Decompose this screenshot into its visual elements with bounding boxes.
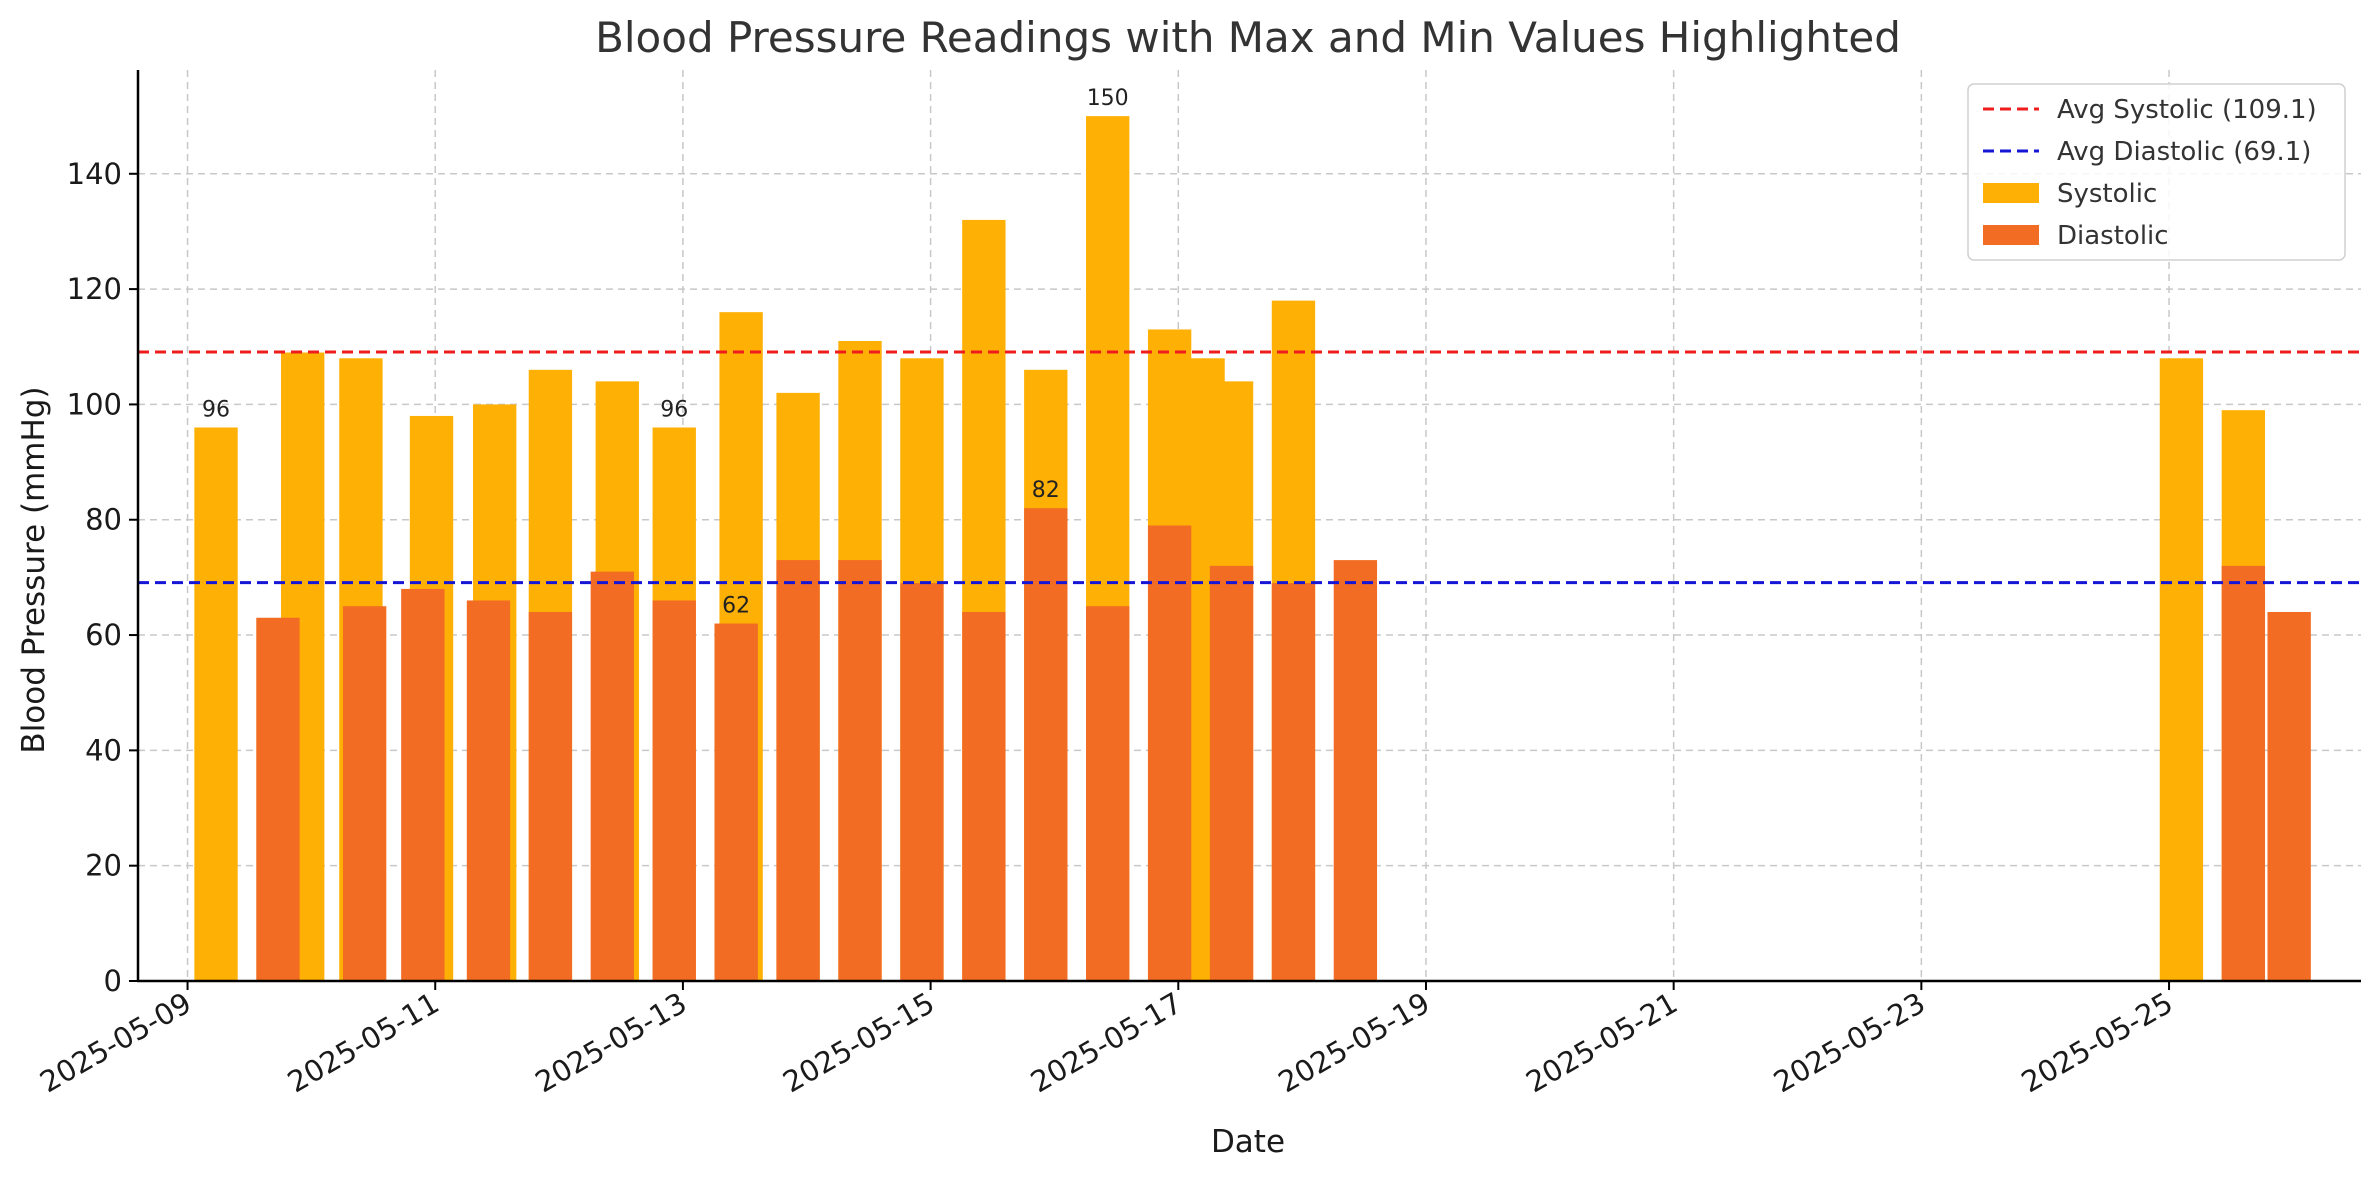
x-tick-label: 2025-05-13: [529, 986, 692, 1100]
y-tick-label: 100: [67, 387, 122, 421]
diastolic-bar: [1271, 583, 1316, 981]
y-tick-label: 0: [104, 964, 122, 998]
y-axis-title: Blood Pressure (mmHg): [16, 386, 52, 753]
diastolic-bar: [962, 611, 1006, 981]
diastolic-bar: [256, 617, 300, 981]
x-axis-title: Date: [1211, 1124, 1285, 1160]
value-annotations: 96 96 150 62 82: [202, 86, 1129, 618]
bar-value-label: 96: [660, 397, 688, 422]
diastolic-bar: [528, 611, 573, 981]
y-tick-label: 40: [85, 733, 122, 767]
x-tick-label: 2025-05-25: [2016, 986, 2179, 1100]
y-tick-label: 120: [67, 272, 122, 306]
bar-value-label: 150: [1087, 86, 1129, 111]
bar-value-label: 96: [202, 397, 230, 422]
x-tick-label: 2025-05-19: [1273, 986, 1436, 1100]
x-tick-label: 2025-05-15: [777, 986, 940, 1100]
diastolic-bars: [256, 508, 2311, 981]
legend-systolic-swatch: [1983, 183, 2039, 203]
x-tick-label: 2025-05-21: [1520, 986, 1683, 1100]
diastolic-bar: [776, 560, 820, 981]
diastolic-bar: [1086, 606, 1130, 981]
x-tick-label: 2025-05-09: [34, 986, 197, 1100]
x-tick-label: 2025-05-17: [1025, 986, 1188, 1100]
systolic-bar: [194, 427, 238, 981]
diastolic-bar: [900, 583, 944, 981]
legend: Avg Systolic (109.1) Avg Diastolic (69.1)…: [1967, 83, 2346, 261]
x-tick-label: 2025-05-11: [282, 986, 445, 1100]
legend-diastolic-label: Diastolic: [2057, 221, 2169, 251]
legend-avg-diastolic-label: Avg Diastolic (69.1): [2057, 137, 2311, 167]
diastolic-bar: [1024, 508, 1068, 981]
diastolic-bar: [838, 560, 882, 981]
y-tick-label: 140: [67, 157, 122, 191]
diastolic-bar: [2221, 565, 2266, 981]
diastolic-bar: [466, 600, 511, 981]
bar-value-label: 62: [722, 594, 750, 619]
diastolic-bar: [401, 588, 445, 981]
diastolic-bar: [342, 606, 387, 981]
diastolic-bar: [652, 600, 696, 981]
systolic-bar: [2159, 358, 2204, 981]
diastolic-bar: [1333, 560, 1378, 981]
y-tick-label: 20: [85, 849, 122, 883]
average-lines: [138, 350, 2361, 585]
legend-frame: [1967, 83, 2346, 261]
legend-avg-systolic-label: Avg Systolic (109.1): [2057, 95, 2317, 125]
legend-diastolic-swatch: [1983, 225, 2039, 245]
y-tick-label: 60: [85, 618, 122, 652]
diastolic-bar: [2267, 611, 2311, 981]
y-tick-label: 80: [85, 503, 122, 537]
chart-title: Blood Pressure Readings with Max and Min…: [595, 13, 1901, 62]
diastolic-bar: [1209, 565, 1254, 981]
diastolic-bar: [714, 623, 758, 981]
diastolic-bar: [1147, 525, 1192, 981]
bar-value-label: 82: [1032, 478, 1060, 503]
x-tick-label: 2025-05-23: [1768, 986, 1931, 1100]
legend-systolic-label: Systolic: [2057, 179, 2157, 209]
diastolic-bar: [590, 571, 634, 981]
